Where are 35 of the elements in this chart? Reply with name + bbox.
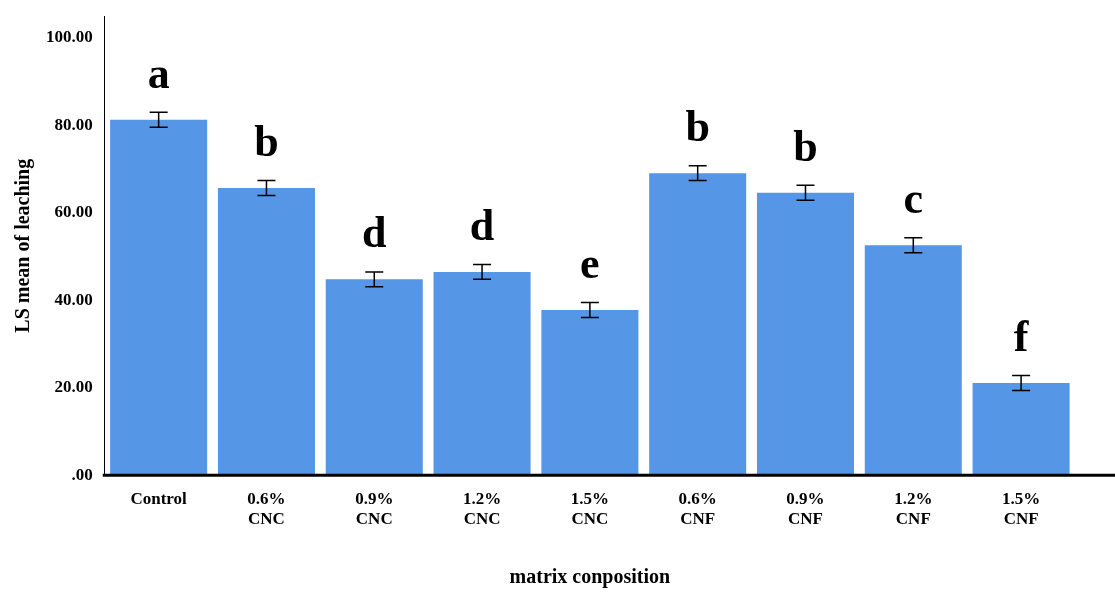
x-tick-label: 1.2% CNC <box>462 488 502 529</box>
bar <box>864 245 962 476</box>
annotation: a <box>147 48 170 98</box>
x-tick-label: 0.9% CNC <box>355 488 394 529</box>
y-tick-label: 60.00 <box>54 202 93 222</box>
y-tick-label: 80.00 <box>54 114 93 134</box>
annotation: b <box>254 116 279 166</box>
x-axis-title: matrix conposition <box>509 565 671 589</box>
x-tick-label: 0.9% CNF <box>786 488 825 529</box>
x-tick-label: Control <box>130 488 188 508</box>
bar <box>972 382 1070 476</box>
y-tick-label: 20.00 <box>54 377 93 397</box>
y-axis-title: LS mean of leaching <box>11 158 35 333</box>
annotation: e <box>580 238 600 288</box>
x-tick-label: 1.2% CNF <box>894 488 933 529</box>
x-tick-label: 1.5% CNF <box>1001 488 1041 529</box>
annotation: c <box>903 174 924 224</box>
x-tick-label: 0.6% CNC <box>247 488 286 529</box>
x-tick-label: 0.6% CNF <box>678 488 717 529</box>
annotation: d <box>362 208 387 258</box>
y-tick-label: 40.00 <box>54 289 93 309</box>
bar <box>756 192 854 476</box>
annotation: b <box>685 102 710 152</box>
annotation: d <box>469 200 495 250</box>
y-tick-label: 100.00 <box>46 27 93 47</box>
annotation: b <box>793 121 818 171</box>
annotation: f <box>1013 311 1030 361</box>
y-tick-label: .00 <box>71 464 93 484</box>
x-tick-label: 1.5% CNC <box>570 488 609 529</box>
bar <box>110 119 208 476</box>
bar <box>217 188 315 476</box>
bar <box>649 173 747 476</box>
bar <box>433 271 531 476</box>
bar <box>541 309 639 476</box>
bar <box>325 279 423 476</box>
